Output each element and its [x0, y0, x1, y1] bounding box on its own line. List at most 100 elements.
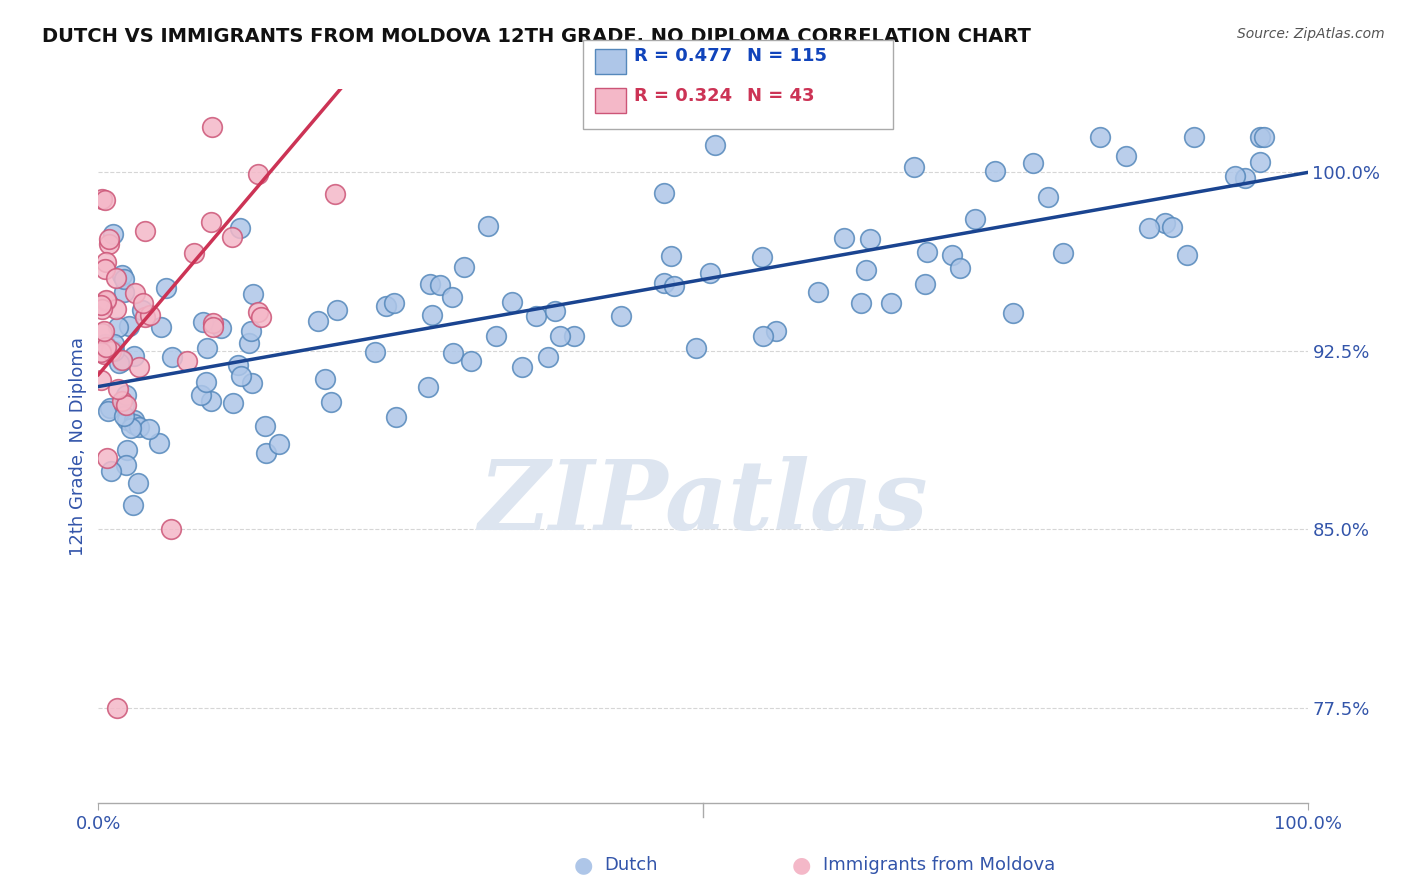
Point [111, 354, 134, 368]
Point [460, 353, 482, 368]
Point [226, 359, 249, 373]
Point [242, 287, 264, 301]
Point [176, 354, 198, 368]
Point [221, 229, 243, 244]
Point [103, 227, 125, 241]
Point [115, 458, 138, 472]
Point [94, 294, 117, 309]
Point [610, 309, 633, 323]
Point [652, 276, 675, 290]
Point [191, 315, 214, 329]
Point [93, 324, 115, 338]
Point [699, 266, 721, 280]
Point [915, 244, 938, 259]
Point [453, 260, 475, 275]
Point [104, 301, 127, 316]
Point [97, 237, 120, 252]
Point [544, 304, 567, 318]
Point [100, 464, 122, 478]
Point [98, 232, 121, 246]
Point [250, 310, 273, 324]
Point [323, 187, 346, 202]
Point [652, 186, 675, 200]
Point [134, 310, 156, 324]
Point [416, 380, 439, 394]
Point [132, 296, 155, 310]
Point [96, 340, 118, 354]
Point [127, 475, 149, 490]
Point [562, 328, 585, 343]
Point [1036, 190, 1059, 204]
Point [222, 396, 245, 410]
Point [128, 359, 150, 374]
Point [94, 193, 117, 207]
Point [965, 212, 987, 227]
Point [307, 314, 329, 328]
Point [537, 350, 560, 364]
Point [115, 442, 138, 457]
Point [1137, 221, 1160, 235]
Point [859, 232, 882, 246]
Point [107, 383, 129, 397]
Point [1223, 169, 1246, 184]
Point [90, 301, 112, 316]
Point [200, 394, 222, 409]
Point [1153, 216, 1175, 230]
Point [662, 279, 685, 293]
Point [807, 285, 830, 299]
Point [201, 120, 224, 134]
Point [751, 250, 773, 264]
Point [90, 345, 112, 359]
Point [1115, 149, 1137, 163]
Point [93, 337, 115, 351]
Point [118, 319, 141, 334]
Point [1160, 220, 1182, 235]
Point [1234, 171, 1257, 186]
Point [319, 394, 342, 409]
Point [914, 277, 936, 291]
Point [139, 309, 162, 323]
Point [253, 419, 276, 434]
Point [97, 404, 120, 418]
Point [382, 296, 405, 310]
Point [134, 224, 156, 238]
Point [314, 371, 336, 385]
Point [984, 164, 1007, 178]
Point [115, 388, 138, 402]
Point [107, 320, 129, 334]
Point [111, 268, 134, 283]
Point [98, 401, 121, 416]
Point [112, 409, 135, 423]
Point [1088, 129, 1111, 144]
Point [765, 324, 787, 338]
Point [832, 231, 855, 245]
Point [111, 353, 134, 368]
Point [485, 329, 508, 343]
Point [103, 337, 125, 351]
Y-axis label: 12th Grade, No Diploma: 12th Grade, No Diploma [69, 336, 87, 556]
Text: Dutch: Dutch [605, 856, 658, 874]
Point [195, 341, 218, 355]
Point [149, 319, 172, 334]
Point [183, 246, 205, 260]
Point [685, 341, 707, 355]
Point [704, 138, 727, 153]
Point [96, 450, 118, 465]
Text: Immigrants from Moldova: Immigrants from Moldova [823, 856, 1054, 874]
Point [90, 326, 112, 340]
Point [441, 345, 464, 359]
Point [209, 320, 232, 334]
Point [114, 398, 136, 412]
Point [155, 281, 177, 295]
Point [440, 289, 463, 303]
Point [121, 499, 143, 513]
Point [510, 359, 533, 374]
Point [239, 325, 262, 339]
Point [202, 319, 225, 334]
Point [254, 446, 277, 460]
Point [229, 221, 252, 235]
Text: N = 115: N = 115 [747, 47, 827, 65]
Point [90, 373, 112, 387]
Point [375, 299, 398, 313]
Point [112, 272, 135, 286]
